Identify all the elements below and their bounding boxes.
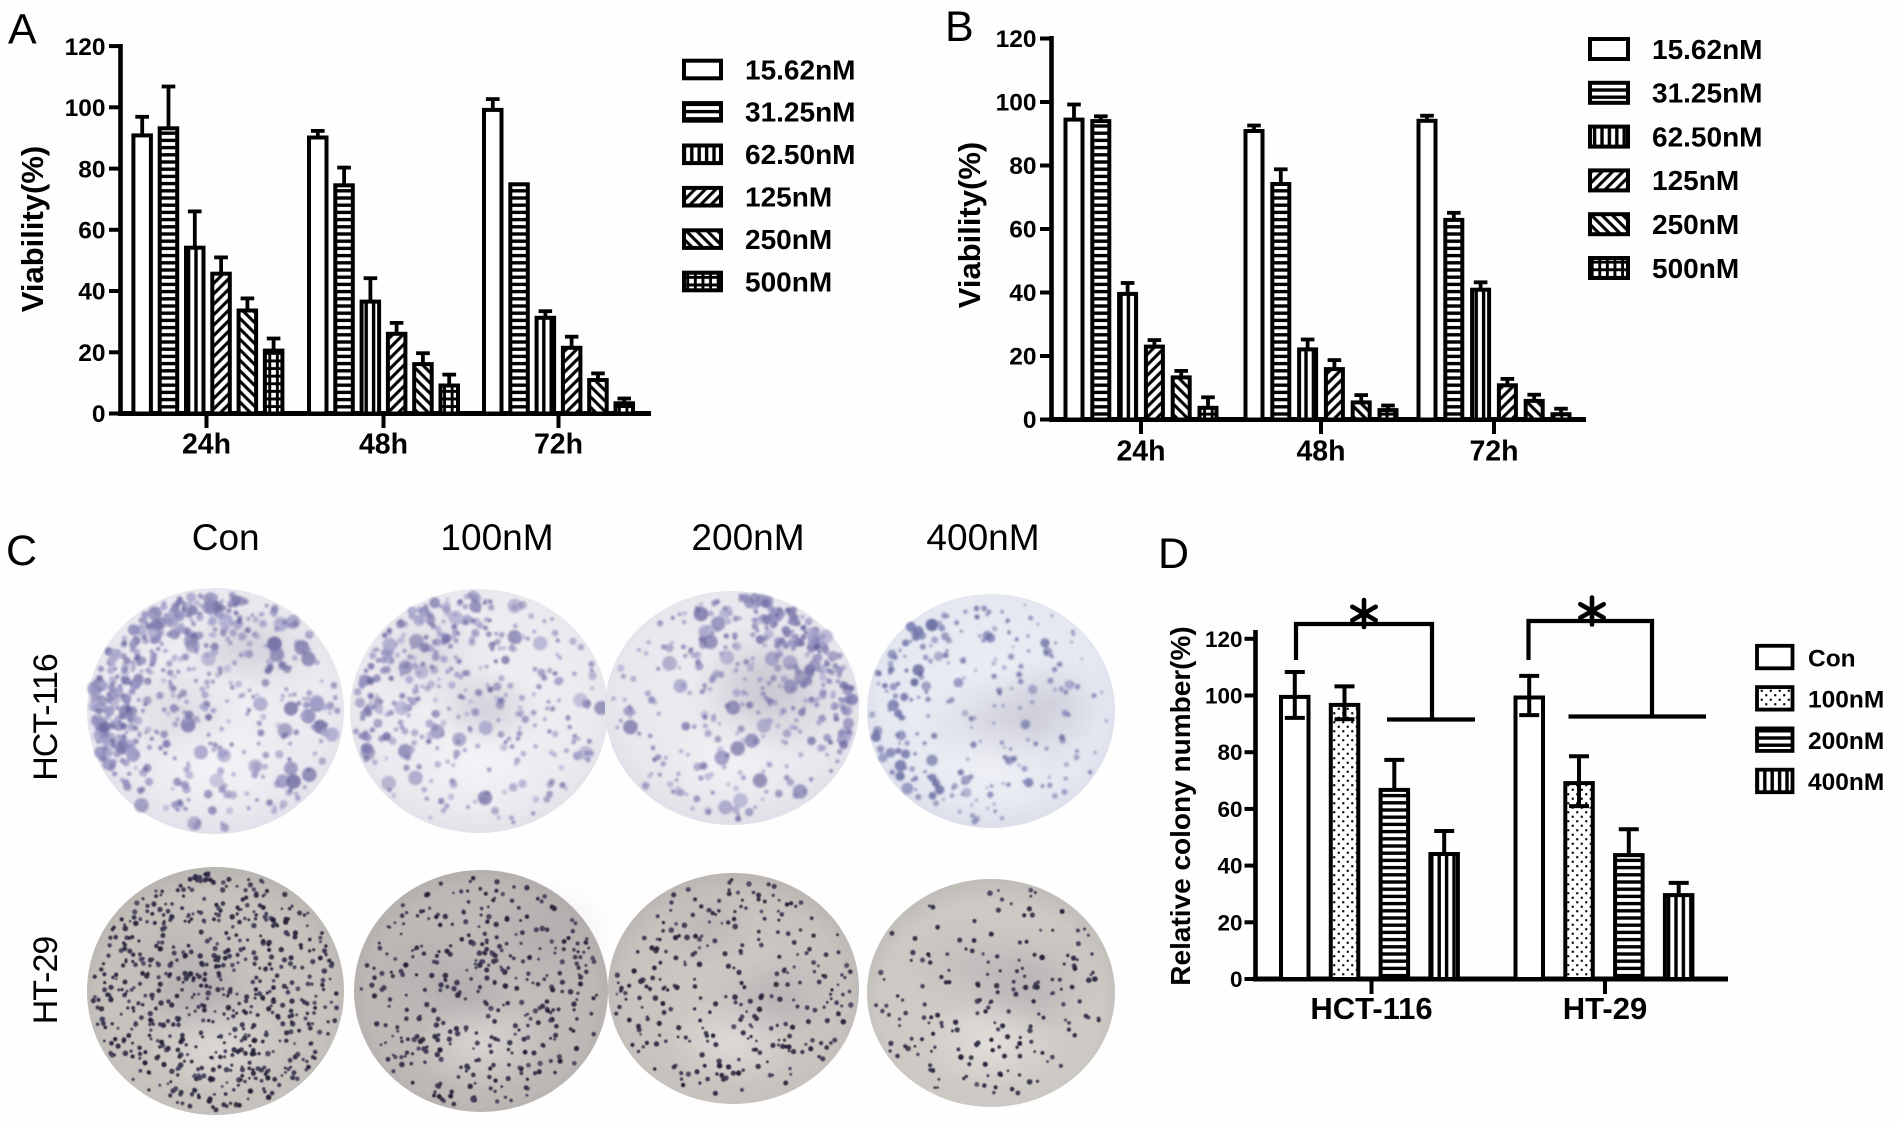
svg-text:HCT-116: HCT-116 (27, 654, 65, 781)
svg-text:62.50nM: 62.50nM (1652, 121, 1763, 152)
svg-text:Viability(%): Viability(%) (15, 146, 50, 313)
svg-text:15.62nM: 15.62nM (745, 54, 856, 85)
svg-text:40: 40 (1217, 854, 1242, 879)
svg-text:62.50nM: 62.50nM (745, 139, 856, 170)
svg-text:80: 80 (78, 156, 105, 183)
svg-text:60: 60 (1009, 217, 1036, 244)
svg-text:72h: 72h (1469, 436, 1518, 468)
svg-text:120: 120 (1205, 627, 1243, 652)
svg-text:20: 20 (1217, 910, 1242, 935)
svg-text:Relative colony number(%): Relative colony number(%) (1165, 626, 1196, 985)
svg-text:48h: 48h (359, 429, 408, 461)
svg-text:200nM: 200nM (1808, 728, 1884, 755)
svg-text:0: 0 (1230, 967, 1243, 992)
svg-text:40: 40 (1009, 280, 1036, 307)
svg-text:60: 60 (78, 218, 105, 245)
svg-text:120: 120 (996, 26, 1037, 53)
svg-text:80: 80 (1009, 153, 1036, 180)
svg-text:125nM: 125nM (1652, 165, 1739, 196)
svg-text:HT-29: HT-29 (1563, 991, 1647, 1026)
svg-text:72h: 72h (534, 429, 583, 461)
svg-text:48h: 48h (1296, 436, 1345, 468)
svg-text:31.25nM: 31.25nM (1652, 78, 1763, 109)
svg-text:20: 20 (1009, 344, 1036, 371)
svg-text:250nM: 250nM (745, 224, 832, 255)
svg-text:60: 60 (1217, 797, 1242, 822)
svg-text:0: 0 (1023, 407, 1037, 434)
svg-text:15.62nM: 15.62nM (1652, 34, 1763, 65)
svg-text:A: A (8, 6, 37, 54)
svg-text:Viability(%): Viability(%) (952, 142, 987, 309)
svg-text:D: D (1158, 530, 1189, 578)
svg-text:C: C (6, 527, 37, 575)
svg-text:31.25nM: 31.25nM (745, 97, 856, 128)
svg-text:400nM: 400nM (926, 517, 1039, 558)
svg-text:100nM: 100nM (440, 517, 553, 558)
svg-text:HT-29: HT-29 (27, 937, 65, 1025)
svg-text:250nM: 250nM (1652, 209, 1739, 240)
svg-text:24h: 24h (1116, 436, 1165, 468)
svg-text:125nM: 125nM (745, 182, 832, 213)
svg-text:500nM: 500nM (745, 266, 832, 297)
svg-text:Con: Con (1808, 645, 1856, 672)
svg-text:100: 100 (1205, 684, 1243, 709)
svg-text:24h: 24h (182, 429, 231, 461)
svg-text:200nM: 200nM (691, 517, 804, 558)
svg-text:500nM: 500nM (1652, 253, 1739, 284)
svg-text:Con: Con (192, 517, 260, 558)
svg-text:HCT-116: HCT-116 (1310, 991, 1432, 1026)
svg-text:120: 120 (65, 34, 106, 61)
svg-text:80: 80 (1217, 740, 1242, 765)
svg-text:100: 100 (65, 95, 106, 122)
svg-text:100: 100 (996, 90, 1037, 117)
svg-text:100nM: 100nM (1808, 687, 1884, 714)
svg-text:20: 20 (78, 340, 105, 367)
svg-text:40: 40 (78, 279, 105, 306)
svg-text:400nM: 400nM (1808, 769, 1884, 796)
svg-text:B: B (945, 3, 974, 51)
svg-text:0: 0 (92, 401, 106, 428)
